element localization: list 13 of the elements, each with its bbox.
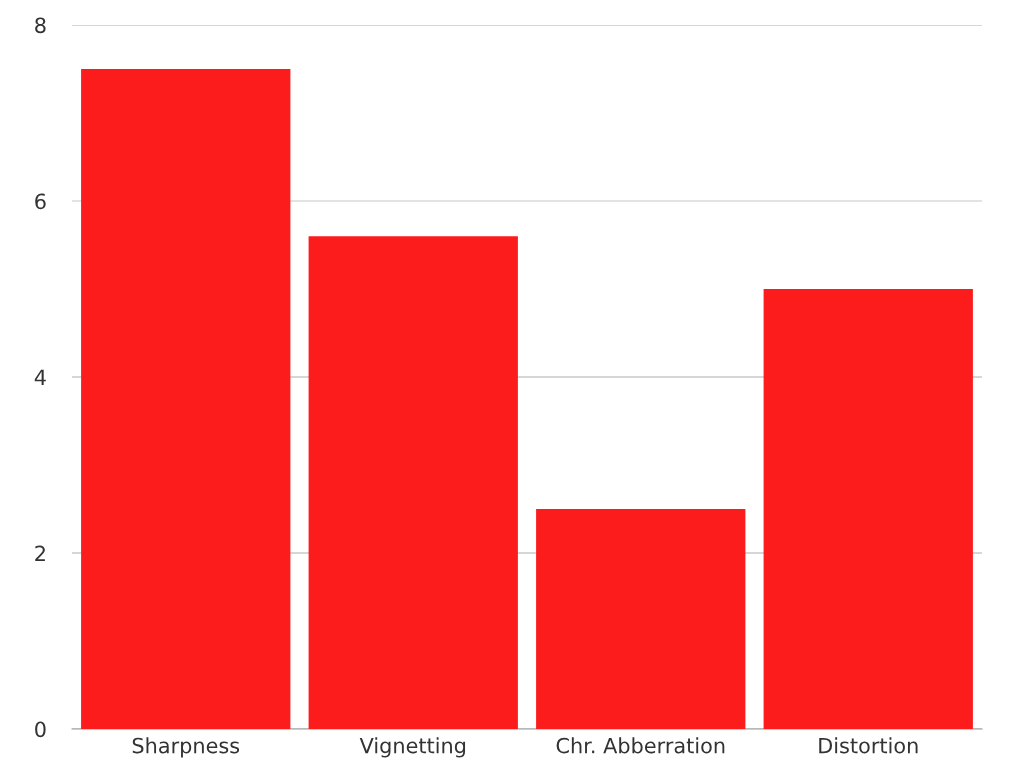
bar xyxy=(536,509,746,729)
bar xyxy=(763,289,973,729)
bar xyxy=(308,236,518,729)
y-tick-label: 4 xyxy=(34,369,46,385)
x-tick-label: Vignetting xyxy=(359,737,466,758)
bar xyxy=(81,69,291,729)
y-tick-label: 0 xyxy=(35,721,46,738)
y-tick-label: 2 xyxy=(35,545,45,561)
x-tick-label: Chr. Abberration xyxy=(556,737,725,754)
x-tick-label: Sharpness xyxy=(132,737,240,758)
y-tick-label: 6 xyxy=(35,193,46,210)
x-tick-label: Distortion xyxy=(819,737,918,754)
y-tick-label: 8 xyxy=(35,17,46,34)
